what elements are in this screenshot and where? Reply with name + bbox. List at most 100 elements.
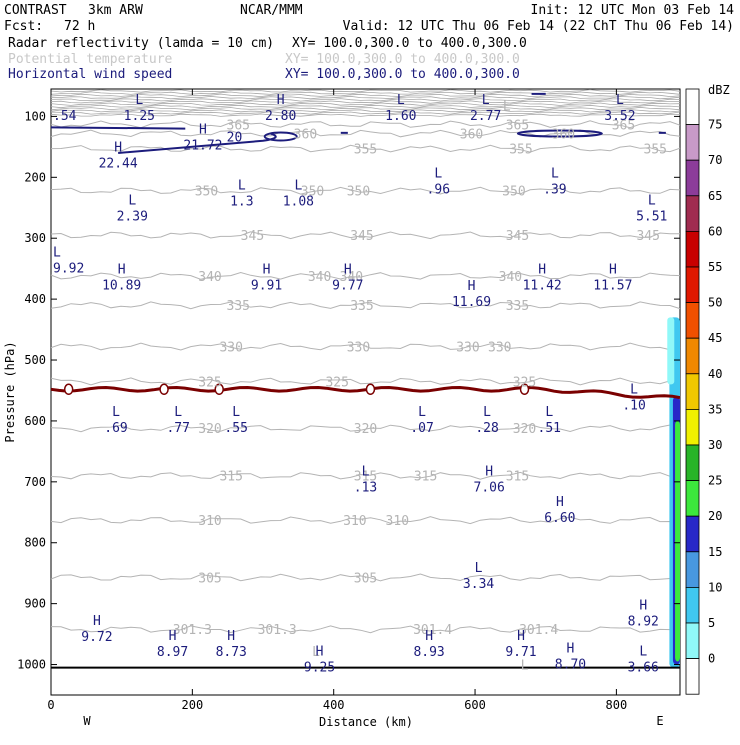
model-name: CONTRAST — [4, 3, 67, 18]
colorbar-segment — [685, 302, 700, 339]
wind-speed-value: .51 — [538, 421, 561, 436]
theta-label: 310 — [198, 514, 221, 529]
theta-label: 325 — [325, 375, 348, 390]
wind-extremum-marker: L — [545, 405, 553, 420]
theta-label: 305 — [198, 571, 221, 586]
wind-extremum-marker: H — [118, 263, 126, 278]
colorbar-level-label: 20 — [708, 509, 722, 523]
wind-speed-value: .55 — [224, 421, 247, 436]
wind-jet-marker — [519, 383, 530, 396]
theta-label: 335 — [350, 299, 373, 314]
wind-jet-marker — [365, 383, 376, 396]
y-tick-label: 300 — [24, 231, 46, 245]
colorbar-unit: dBZ — [708, 83, 730, 97]
wind-speed-contours — [50, 92, 681, 669]
reflectivity-cell — [667, 317, 675, 385]
theta-label: 350 — [301, 185, 324, 200]
theta-label: 325 — [198, 375, 221, 390]
wind-speed-value: 9.71 — [505, 645, 536, 660]
field-1-name: Radar reflectivity (lamda = 10 cm) — [8, 36, 274, 51]
west-end-label: W — [83, 714, 91, 728]
colorbar-segment — [685, 373, 700, 410]
wind-extremum-marker: L — [483, 405, 491, 420]
theta-label: 301.4 — [519, 623, 558, 638]
wind-extremum-marker: L — [551, 166, 559, 181]
colorbar-level-label: 70 — [708, 153, 722, 167]
reflectivity-cell — [675, 420, 680, 662]
theta-label: 305 — [354, 571, 377, 586]
wind-speed-value: 11.42 — [523, 279, 562, 294]
theta-label: 301.3 — [173, 623, 212, 638]
wind-extremum-marker: L — [174, 405, 182, 420]
theta-label: 355 — [354, 143, 377, 158]
theta-contour-355 — [50, 144, 681, 153]
upper-theta-line — [50, 113, 681, 117]
wind-jet-contour — [50, 385, 681, 400]
colorbar-segment — [685, 480, 700, 517]
wind-speed-value: 2.77 — [470, 109, 501, 124]
colorbar-level-label: 5 — [708, 616, 715, 630]
wind-speed-value: 8.97 — [157, 645, 188, 660]
wind-speed-value: 6.60 — [544, 511, 575, 526]
theta-label: 365 — [612, 118, 635, 133]
wind-extremum-marker: H — [609, 263, 617, 278]
upper-theta-band — [50, 89, 681, 117]
wind-contour-label: 20 — [227, 131, 243, 146]
colorbar-level-label: 35 — [708, 402, 722, 416]
forecast-hours: 72 h — [64, 19, 95, 34]
wind-speed-value: .10 — [622, 399, 645, 414]
theta-label: 330 — [456, 341, 479, 356]
colorbar-level-label: 15 — [708, 545, 722, 559]
wind-speed-value: 8.70 — [555, 657, 586, 672]
wind-jet-marker — [159, 383, 169, 396]
theta-label: 320 — [513, 422, 536, 437]
colorbar-segment — [685, 587, 700, 624]
wind-speed-value: 3.52 — [604, 109, 635, 124]
x-tick-label: 0 — [47, 698, 54, 712]
theta-contour-350 — [50, 186, 681, 195]
wind-extremum-marker: H — [344, 263, 352, 278]
east-end-label: E — [656, 714, 663, 728]
theta-contour-325 — [50, 377, 681, 386]
theta-label: 330 — [347, 341, 370, 356]
colorbar-segment — [685, 195, 700, 232]
theta-label: 315 — [354, 470, 377, 485]
theta-label: 320 — [354, 422, 377, 437]
theta-label: 330 — [488, 341, 511, 356]
wind-contour — [118, 132, 277, 154]
theta-label: 340 — [198, 270, 221, 285]
wind-speed-value: 9.25 — [304, 660, 335, 675]
field-2-xy: XY= 100.0,300.0 to 400.0,300.0 — [285, 52, 520, 67]
wind-speed-value: 1.60 — [385, 109, 416, 124]
theta-contour-310 — [50, 516, 681, 525]
wind-contour — [50, 126, 186, 130]
theta-label: 360 — [460, 127, 483, 142]
y-tick-label: 200 — [24, 170, 46, 184]
colorbar-level-label: 60 — [708, 224, 722, 238]
wind-speed-value: 7.06 — [474, 481, 505, 496]
wind-extremum-marker: L — [434, 166, 442, 181]
x-tick-label: 400 — [323, 698, 345, 712]
theta-contour-330 — [50, 342, 681, 351]
wind-speed-value: 9.77 — [332, 279, 363, 294]
theta-contour-320 — [50, 424, 681, 433]
theta-label: 315 — [414, 470, 437, 485]
wind-speed-value: 8.92 — [628, 615, 659, 630]
colorbar-segment — [685, 159, 700, 197]
colorbar-segment — [685, 515, 700, 553]
y-tick-label: 900 — [24, 597, 46, 611]
colorbar-segment — [685, 658, 700, 695]
theta-label: 350 — [195, 185, 218, 200]
colorbar-level-label: 0 — [708, 652, 715, 666]
wind-speed-value: .69 — [104, 421, 127, 436]
upper-theta-line — [50, 91, 681, 95]
theta-label: 335 — [227, 299, 250, 314]
theta-contour-305 — [50, 573, 681, 582]
theta-label: 360 — [294, 127, 317, 142]
theta-label: 315 — [219, 470, 242, 485]
field-3-name: Horizontal wind speed — [8, 67, 172, 82]
upper-theta-line — [50, 111, 681, 115]
colorbar-segment — [685, 124, 700, 161]
wind-speed-value: 10.89 — [102, 279, 141, 294]
